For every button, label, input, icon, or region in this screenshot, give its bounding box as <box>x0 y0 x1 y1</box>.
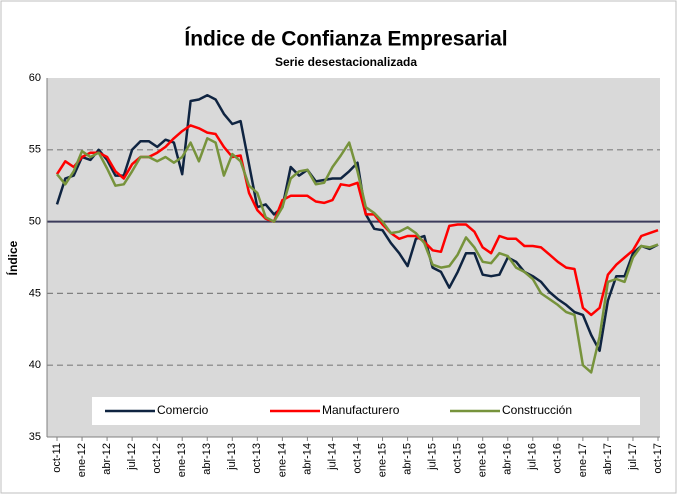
chart-title: Índice de Confianza Empresarial <box>184 28 507 51</box>
x-tick-label: ene-12 <box>76 443 88 477</box>
y-tick-label: 35 <box>29 431 41 443</box>
x-tick-label: abr-13 <box>201 443 213 475</box>
x-tick-label: oct-12 <box>151 443 163 474</box>
x-tick-label: abr-12 <box>101 443 113 475</box>
y-tick-label: 50 <box>29 216 41 228</box>
x-tick-label: jul-15 <box>427 443 439 471</box>
x-tick-label: ene-16 <box>477 443 489 477</box>
x-tick-label: oct-15 <box>452 443 464 474</box>
x-tick-label: ene-13 <box>176 443 188 477</box>
y-tick-label: 60 <box>29 72 41 84</box>
x-tick-label: jul-14 <box>326 443 338 471</box>
y-tick-label: 45 <box>29 287 41 299</box>
x-tick-label: ene-17 <box>577 443 589 477</box>
x-tick-label: oct-13 <box>251 443 263 474</box>
plot-area <box>47 78 660 437</box>
x-tick-label: abr-16 <box>502 443 514 475</box>
x-tick-label: jul-12 <box>126 443 138 471</box>
y-axis-label: Índice <box>5 240 20 275</box>
x-tick-label: abr-15 <box>401 443 413 475</box>
x-tick-label: oct-17 <box>652 443 664 474</box>
x-tick-label: oct-14 <box>351 443 363 474</box>
legend-label: Construcción <box>502 403 572 417</box>
series-line <box>55 124 659 317</box>
series-line <box>55 93 659 353</box>
legend-box <box>92 397 640 425</box>
x-tick-label: jul-17 <box>627 443 639 471</box>
x-tick-label: jul-16 <box>527 443 539 471</box>
y-tick-label: 55 <box>29 144 41 156</box>
x-tick-label: ene-15 <box>376 443 388 477</box>
x-tick-label: jul-13 <box>226 443 238 471</box>
x-tick-label: abr-17 <box>602 443 614 475</box>
x-tick-label: ene-14 <box>276 443 288 477</box>
x-tick-label: abr-14 <box>301 443 313 475</box>
legend-label: Manufacturero <box>322 403 400 417</box>
chart-subtitle: Serie desestacionalizada <box>275 55 417 69</box>
x-tick-label: oct-11 <box>51 443 63 473</box>
x-tick-label: oct-16 <box>552 443 564 474</box>
y-tick-label: 40 <box>29 359 41 371</box>
legend-label: Comercio <box>157 403 209 417</box>
series-line <box>56 137 659 374</box>
